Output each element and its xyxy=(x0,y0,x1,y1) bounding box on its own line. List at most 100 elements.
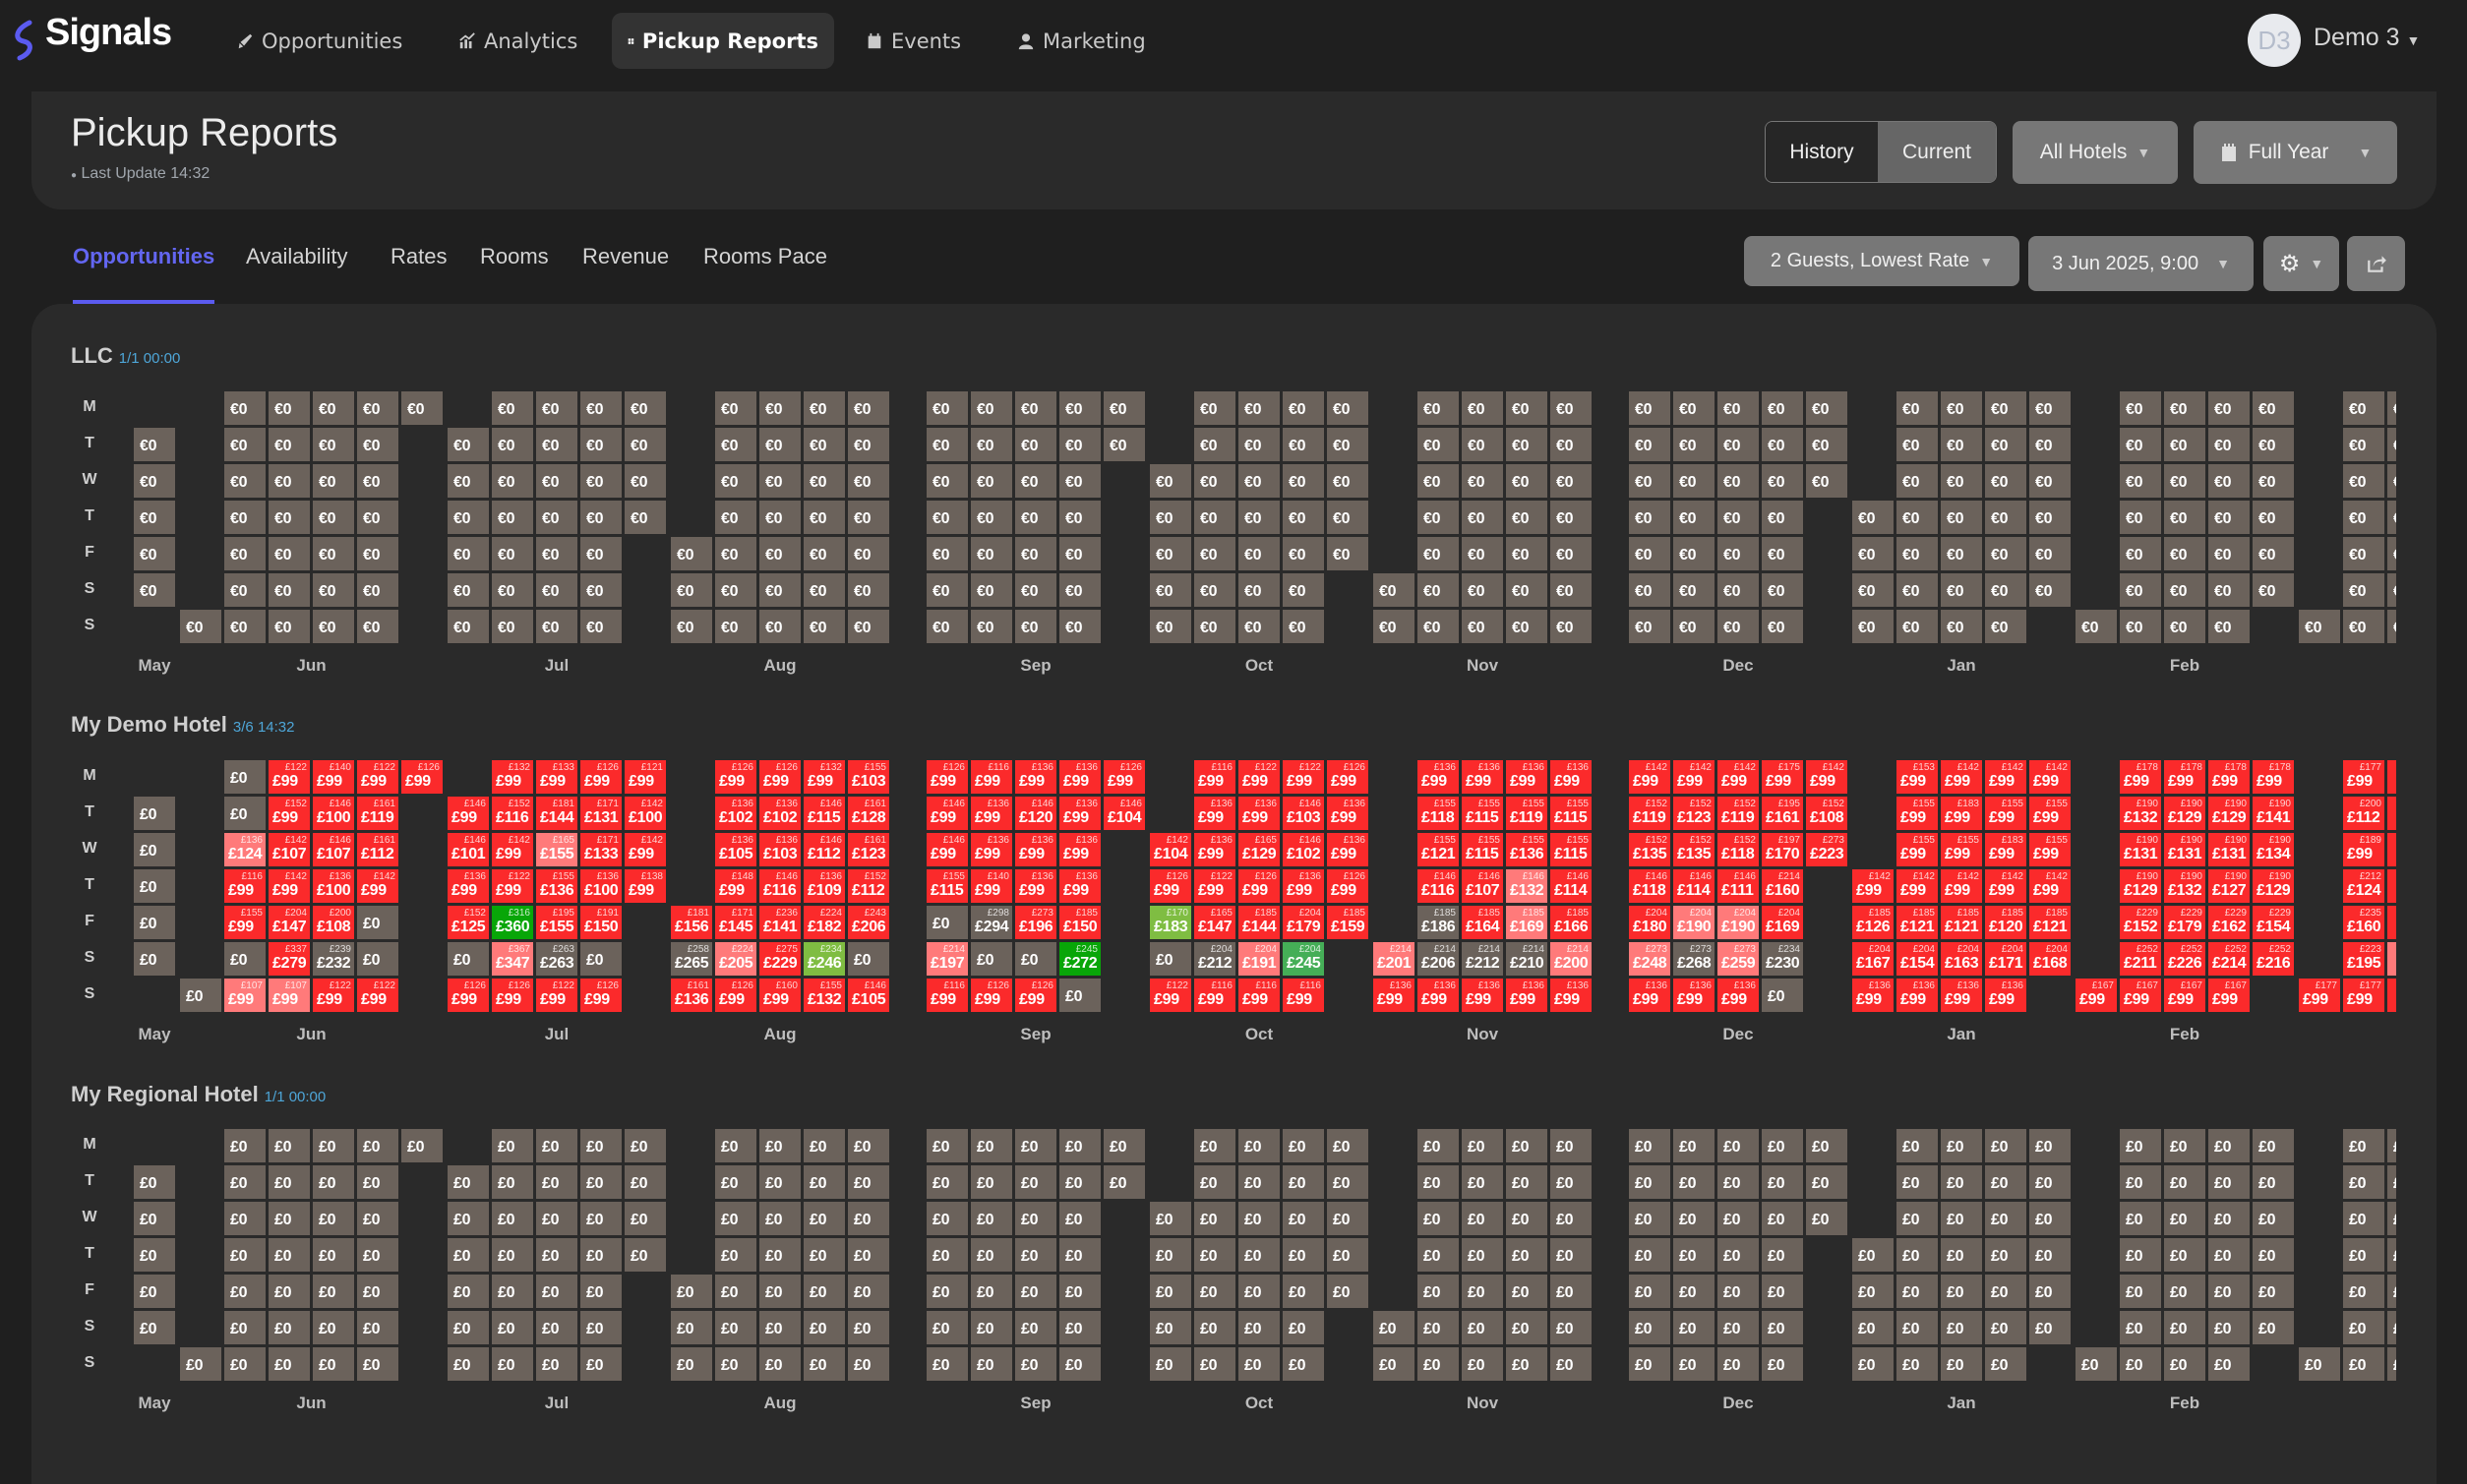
day-cell[interactable]: £185 £120 xyxy=(1985,906,2026,939)
day-cell[interactable]: £0 xyxy=(1462,1129,1503,1162)
day-cell[interactable]: £136 £99 xyxy=(1717,979,1759,1012)
day-cell[interactable]: £0 xyxy=(580,1129,622,1162)
day-cell[interactable]: £229 £162 xyxy=(2208,906,2250,939)
day-cell[interactable]: £0 xyxy=(804,1311,845,1344)
day-cell[interactable]: €0 xyxy=(715,573,756,607)
day-cell[interactable]: €0 xyxy=(2208,610,2250,643)
day-cell[interactable]: €0 xyxy=(492,501,533,534)
day-cell[interactable]: £0 xyxy=(2387,1129,2396,1162)
day-cell[interactable]: £0 xyxy=(224,1238,266,1272)
day-cell[interactable]: £136 £99 xyxy=(1059,797,1101,830)
day-cell[interactable]: £178 £99 xyxy=(2120,760,2161,794)
day-cell[interactable]: £189 £99 xyxy=(2343,833,2384,866)
day-cell[interactable]: £0 xyxy=(971,1202,1012,1235)
day-cell[interactable]: £0 xyxy=(1194,1165,1235,1199)
day-cell[interactable]: £0 xyxy=(224,1202,266,1235)
day-cell[interactable]: £161 £123 xyxy=(848,833,889,866)
day-cell[interactable]: €0 xyxy=(1941,573,1982,607)
day-cell[interactable]: £142 £99 xyxy=(1629,760,1670,794)
day-cell[interactable]: €0 xyxy=(2208,501,2250,534)
day-cell[interactable]: €0 xyxy=(971,573,1012,607)
day-cell[interactable]: €0 xyxy=(1673,537,1715,570)
day-cell[interactable]: £0 xyxy=(448,1275,489,1308)
day-cell[interactable]: £0 xyxy=(580,1165,622,1199)
day-cell[interactable]: £116 £99 xyxy=(971,760,1012,794)
day-cell[interactable]: £0 xyxy=(2029,1202,2071,1235)
day-cell[interactable]: £142 £99 xyxy=(1673,760,1715,794)
day-cell[interactable]: £0 xyxy=(269,1202,310,1235)
day-cell[interactable]: €0 xyxy=(1238,501,1280,534)
day-cell[interactable]: £316 £360 xyxy=(492,906,533,939)
day-cell[interactable]: £0 xyxy=(1896,1238,1938,1272)
day-cell[interactable]: £0 xyxy=(1015,942,1056,976)
day-cell[interactable]: £146 £112 xyxy=(804,833,845,866)
day-cell[interactable]: £0 xyxy=(1941,1165,1982,1199)
day-cell[interactable]: £367 £347 xyxy=(492,942,533,976)
day-cell[interactable]: £0 xyxy=(625,1202,666,1235)
day-cell[interactable]: £0 xyxy=(759,1202,801,1235)
day-cell[interactable]: £0 xyxy=(1059,1347,1101,1381)
day-cell[interactable]: £0 xyxy=(2120,1202,2161,1235)
day-cell[interactable]: €0 xyxy=(1717,573,1759,607)
day-cell[interactable]: £136 £99 xyxy=(1015,833,1056,866)
day-cell[interactable]: £0 xyxy=(134,1311,175,1344)
day-cell[interactable]: €0 xyxy=(804,610,845,643)
day-cell[interactable]: £136 £102 xyxy=(715,797,756,830)
day-cell[interactable]: £152 £99 xyxy=(269,797,310,830)
day-cell[interactable]: £142 £99 xyxy=(1941,869,1982,903)
day-cell[interactable]: €0 xyxy=(2029,573,2071,607)
day-cell[interactable]: £155 £99 xyxy=(1896,833,1938,866)
tab-rates[interactable]: Rates xyxy=(391,244,448,268)
day-cell[interactable]: £0 xyxy=(448,1311,489,1344)
day-cell[interactable]: £152 £116 xyxy=(492,797,533,830)
day-cell[interactable]: £177 £99 xyxy=(2343,760,2384,794)
day-cell[interactable]: €0 xyxy=(536,464,577,498)
day-cell[interactable]: £185 £144 xyxy=(1238,906,1280,939)
day-cell[interactable]: €0 xyxy=(1417,428,1459,461)
day-cell[interactable]: £0 xyxy=(1550,1311,1592,1344)
day-cell[interactable]: £0 xyxy=(1550,1275,1592,1308)
day-cell[interactable]: €0 xyxy=(2343,428,2384,461)
day-cell[interactable]: £190 £131 xyxy=(2208,833,2250,866)
day-cell[interactable]: £0 xyxy=(1194,1238,1235,1272)
day-cell[interactable]: £0 xyxy=(715,1165,756,1199)
day-cell[interactable]: €0 xyxy=(1673,573,1715,607)
day-cell[interactable]: £178 £99 xyxy=(2208,760,2250,794)
day-cell[interactable]: £0 xyxy=(269,1275,310,1308)
day-cell[interactable]: €0 xyxy=(1852,610,1894,643)
day-cell[interactable]: £0 xyxy=(492,1165,533,1199)
day-cell[interactable]: €0 xyxy=(1059,501,1101,534)
day-cell[interactable]: £126 £99 xyxy=(1150,869,1191,903)
day-cell[interactable]: £0 xyxy=(580,1202,622,1235)
day-cell[interactable]: £0 xyxy=(2029,1165,2071,1199)
day-cell[interactable]: £146 £99 xyxy=(927,797,968,830)
day-cell[interactable]: €0 xyxy=(1896,428,1938,461)
nav-opportunities[interactable]: Opportunities xyxy=(220,13,418,69)
day-cell[interactable]: £136 £99 xyxy=(1673,979,1715,1012)
day-cell[interactable]: €0 xyxy=(357,428,398,461)
day-cell[interactable]: £0 xyxy=(1283,1238,1324,1272)
day-cell[interactable]: £171 £131 xyxy=(580,797,622,830)
day-cell[interactable]: €0 xyxy=(1985,464,2026,498)
day-cell[interactable]: €0 xyxy=(1238,537,1280,570)
day-cell[interactable]: £0 xyxy=(1417,1238,1459,1272)
day-cell[interactable]: £183 £99 xyxy=(1941,797,1982,830)
day-cell[interactable]: £0 xyxy=(759,1311,801,1344)
day-cell[interactable]: £0 xyxy=(671,1275,712,1308)
day-cell[interactable]: £0 xyxy=(2076,1347,2117,1381)
day-cell[interactable]: €0 xyxy=(1550,610,1592,643)
day-cell[interactable]: €0 xyxy=(448,573,489,607)
day-cell[interactable]: €0 xyxy=(927,610,968,643)
day-cell[interactable]: £0 xyxy=(1059,1202,1101,1235)
day-cell[interactable]: £0 xyxy=(1059,1311,1101,1344)
day-cell[interactable]: £0 xyxy=(1896,1275,1938,1308)
day-cell[interactable]: €0 xyxy=(1985,610,2026,643)
day-cell[interactable]: £273 £196 xyxy=(1015,906,1056,939)
day-cell[interactable]: £0 xyxy=(1762,979,1803,1012)
day-cell[interactable]: £146 £99 xyxy=(927,833,968,866)
day-cell[interactable]: €0 xyxy=(1717,610,1759,643)
day-cell[interactable]: £0 xyxy=(448,1202,489,1235)
day-cell[interactable]: €0 xyxy=(1629,537,1670,570)
day-cell[interactable]: £204 £171 xyxy=(1985,942,2026,976)
day-cell[interactable]: £0 xyxy=(1015,1129,1056,1162)
